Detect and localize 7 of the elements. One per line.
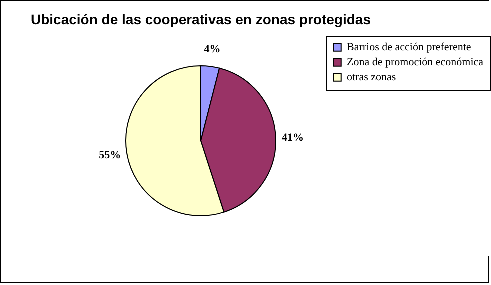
data-label: 4% xyxy=(204,44,221,56)
data-label: 41% xyxy=(282,132,304,144)
legend-label: otras zonas xyxy=(347,72,396,84)
chart-title: Ubicación de las cooperativas en zonas protegidas xyxy=(31,12,372,28)
legend-label: Zona de promoción económica xyxy=(347,56,484,68)
data-label: 55% xyxy=(99,149,122,162)
legend-label: Barrios de acción preferente xyxy=(347,42,472,54)
